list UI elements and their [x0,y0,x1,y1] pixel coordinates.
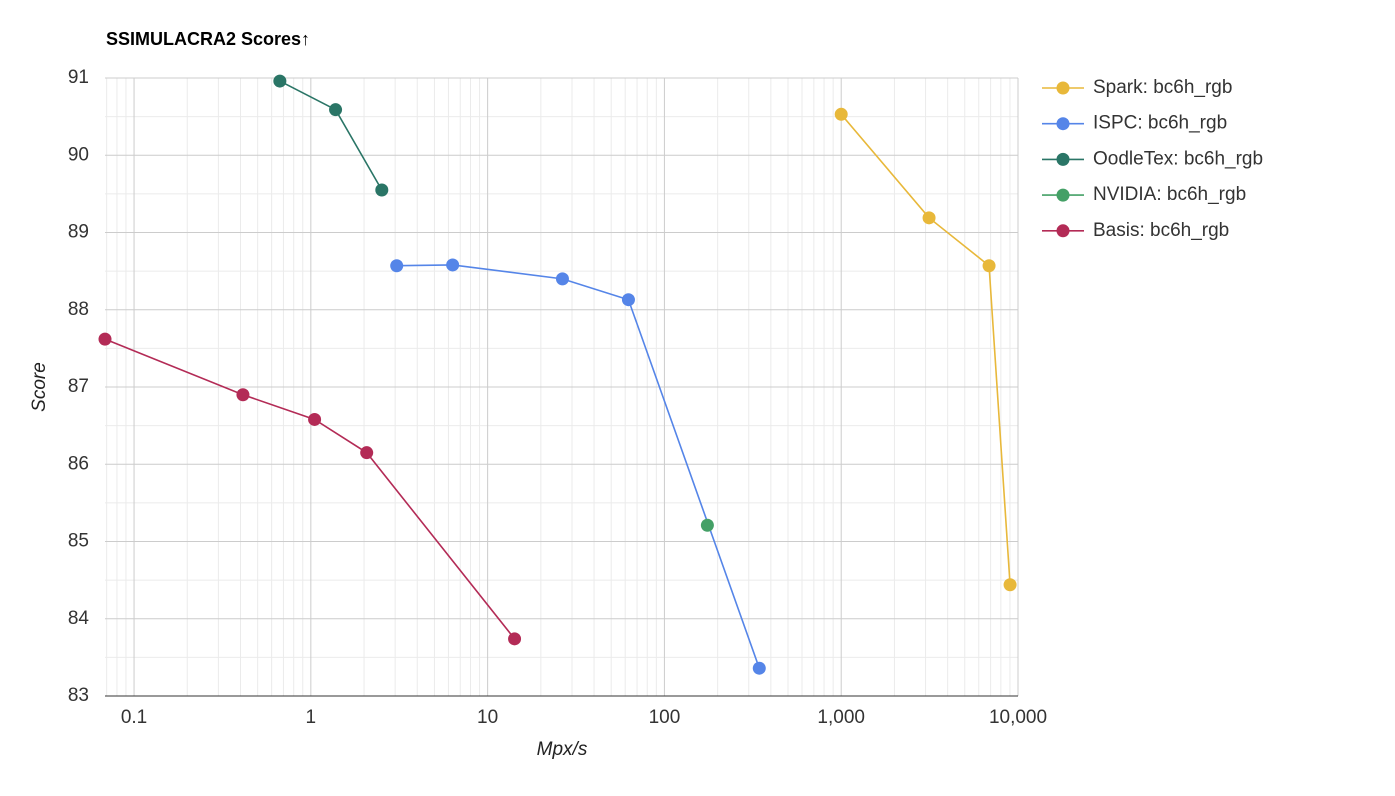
series-line [279,80,383,191]
data-point [621,293,635,307]
series-line [396,264,761,669]
y-tick-label: 87 [68,376,89,397]
data-point [236,388,250,402]
x-axis-title: Mpx/s [537,739,588,760]
data-point [98,332,112,346]
legend-marker [1056,117,1070,131]
series-line [840,113,1011,585]
legend-label: NVIDIA: bc6h_rgb [1093,184,1246,205]
data-point [329,103,343,117]
y-axis-title: Score [29,362,50,412]
data-point [982,259,996,273]
y-tick-label: 90 [68,144,89,165]
x-tick-label: 10 [477,707,498,728]
chart-title: SSIMULACRA2 Scores↑ [106,29,310,49]
series-line [104,338,516,640]
legend-label: OodleTex: bc6h_rgb [1093,148,1263,169]
y-tick-label: 88 [68,299,89,320]
legend-label: Spark: bc6h_rgb [1093,77,1232,98]
data-point [360,446,374,460]
x-tick-label: 1,000 [817,707,865,728]
data-point [508,632,522,646]
data-point [308,412,322,426]
x-tick-label: 10,000 [989,707,1047,728]
y-tick-label: 89 [68,222,89,243]
data-point [834,107,848,121]
y-tick-label: 91 [68,67,89,88]
y-tick-label: 85 [68,531,89,552]
y-tick-label: 83 [68,685,89,706]
data-point [752,661,766,675]
data-point [1003,578,1017,592]
data-point [273,74,287,88]
data-point [700,518,714,532]
x-tick-label: 0.1 [121,707,147,728]
x-tick-label: 100 [649,707,681,728]
legend-label: ISPC: bc6h_rgb [1093,113,1227,134]
data-point [446,258,460,272]
data-point [555,272,569,286]
legend-marker [1056,152,1070,166]
data-point [390,259,404,273]
data-point [375,183,389,197]
legend-marker [1056,188,1070,202]
legend-marker [1056,81,1070,95]
y-tick-label: 86 [68,453,89,474]
legend-label: Basis: bc6h_rgb [1093,220,1229,241]
x-tick-label: 1 [306,707,317,728]
legend-marker [1056,224,1070,238]
data-point [922,211,936,225]
y-tick-label: 84 [68,608,90,629]
